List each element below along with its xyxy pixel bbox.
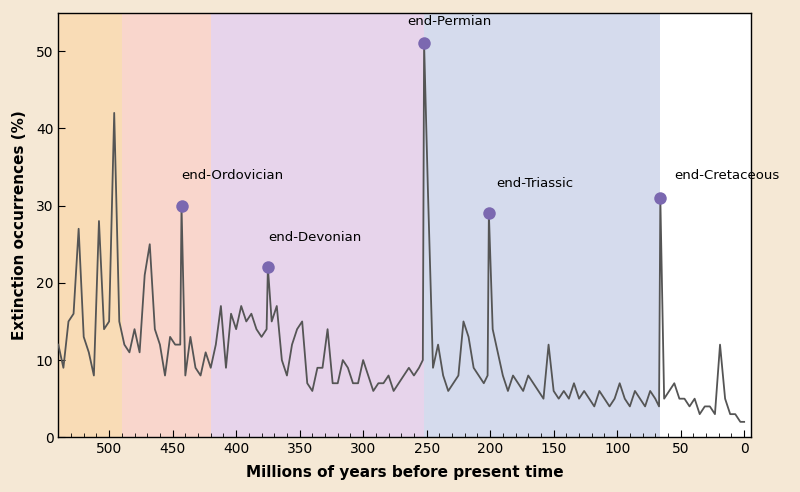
Bar (122, 12, 210, 437)
Bar (210, 12, 424, 437)
X-axis label: Millions of years before present time: Millions of years before present time (246, 464, 563, 480)
Text: end-Triassic: end-Triassic (497, 177, 574, 190)
Bar (424, 12, 660, 437)
Text: end-Ordovician: end-Ordovician (182, 169, 284, 183)
Text: end-Permian: end-Permian (407, 15, 492, 28)
Bar (58, 12, 122, 437)
Text: end-Cretaceous: end-Cretaceous (674, 169, 779, 183)
Y-axis label: Extinction occurrences (%): Extinction occurrences (%) (13, 110, 27, 340)
Text: end-Devonian: end-Devonian (268, 231, 361, 244)
Bar (660, 12, 750, 437)
